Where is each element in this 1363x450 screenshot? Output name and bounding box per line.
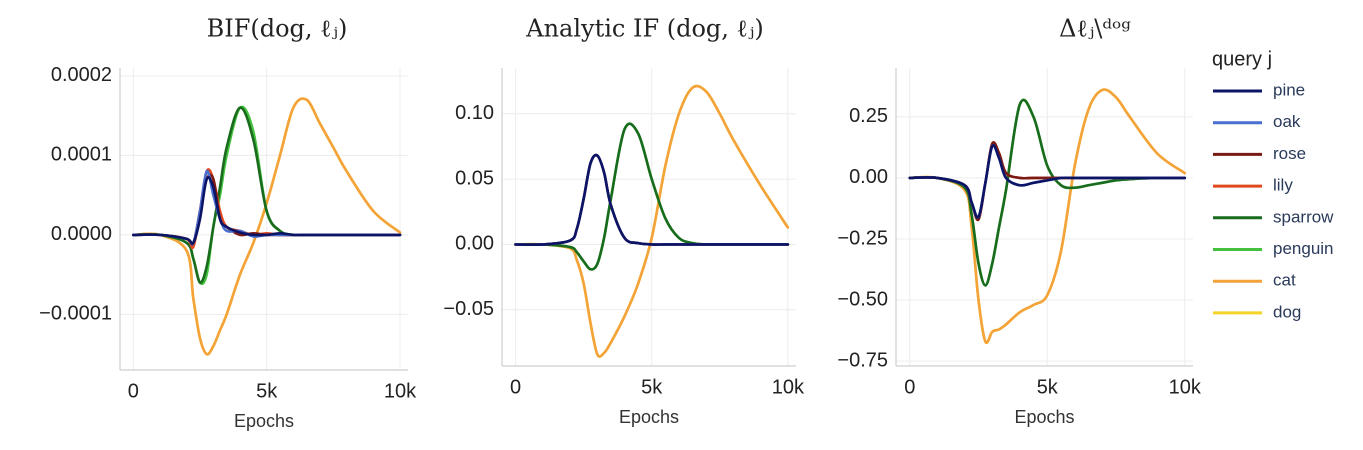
y-tick-label: 0.00 [849, 166, 888, 188]
y-tick-label: 0.0002 [51, 64, 112, 86]
y-tick-label: −0.50 [837, 288, 888, 310]
legend-label: pine [1273, 80, 1305, 99]
x-tick-label: 0 [128, 380, 139, 402]
series-line [514, 84, 790, 358]
x-tick-label: 5k [641, 376, 663, 398]
x-tick-label: 5k [256, 380, 278, 402]
y-tick-label: −0.25 [837, 227, 888, 249]
y-tick-label: −0.05 [443, 298, 494, 320]
x-axis-label: Epochs [1014, 407, 1074, 427]
legend-label: penguin [1273, 239, 1334, 258]
series-line [514, 153, 790, 247]
x-tick-label: 10k [1169, 376, 1202, 398]
x-tick-label: 5k [1037, 376, 1059, 398]
legend-label: sparrow [1273, 207, 1334, 226]
y-tick-label: 0.10 [455, 102, 494, 124]
legend-label: cat [1273, 271, 1296, 290]
y-tick-label: 0.00 [455, 233, 494, 255]
legend-label: lily [1273, 176, 1293, 195]
x-axis-label: Epochs [234, 411, 294, 431]
chart-title: BIF(dog, ℓⱼ) [207, 15, 348, 43]
x-tick-label: 0 [510, 376, 521, 398]
series-line [908, 143, 1187, 219]
legend-label: dog [1273, 302, 1301, 321]
y-tick-label: 0.0000 [51, 223, 112, 245]
y-tick-label: −0.75 [837, 349, 888, 371]
x-axis-label: Epochs [619, 407, 679, 427]
legend-label: rose [1273, 144, 1306, 163]
x-tick-label: 10k [384, 380, 417, 402]
x-tick-label: 10k [772, 376, 805, 398]
y-tick-label: 0.0001 [51, 144, 112, 166]
series-line [132, 97, 402, 356]
y-tick-label: 0.25 [849, 105, 888, 127]
x-tick-label: 0 [904, 376, 915, 398]
chart-title: Δℓⱼ\ᵈᵒᵍ [1059, 15, 1131, 43]
legend-label: oak [1273, 112, 1301, 131]
chart-title: Analytic IF (dog, ℓⱼ) [525, 15, 763, 43]
series-line [908, 98, 1187, 287]
y-tick-label: 0.05 [455, 167, 494, 189]
series-line [132, 176, 402, 246]
series-line [908, 88, 1187, 345]
y-tick-label: −0.0001 [39, 303, 112, 325]
legend-title: query j [1212, 48, 1272, 70]
